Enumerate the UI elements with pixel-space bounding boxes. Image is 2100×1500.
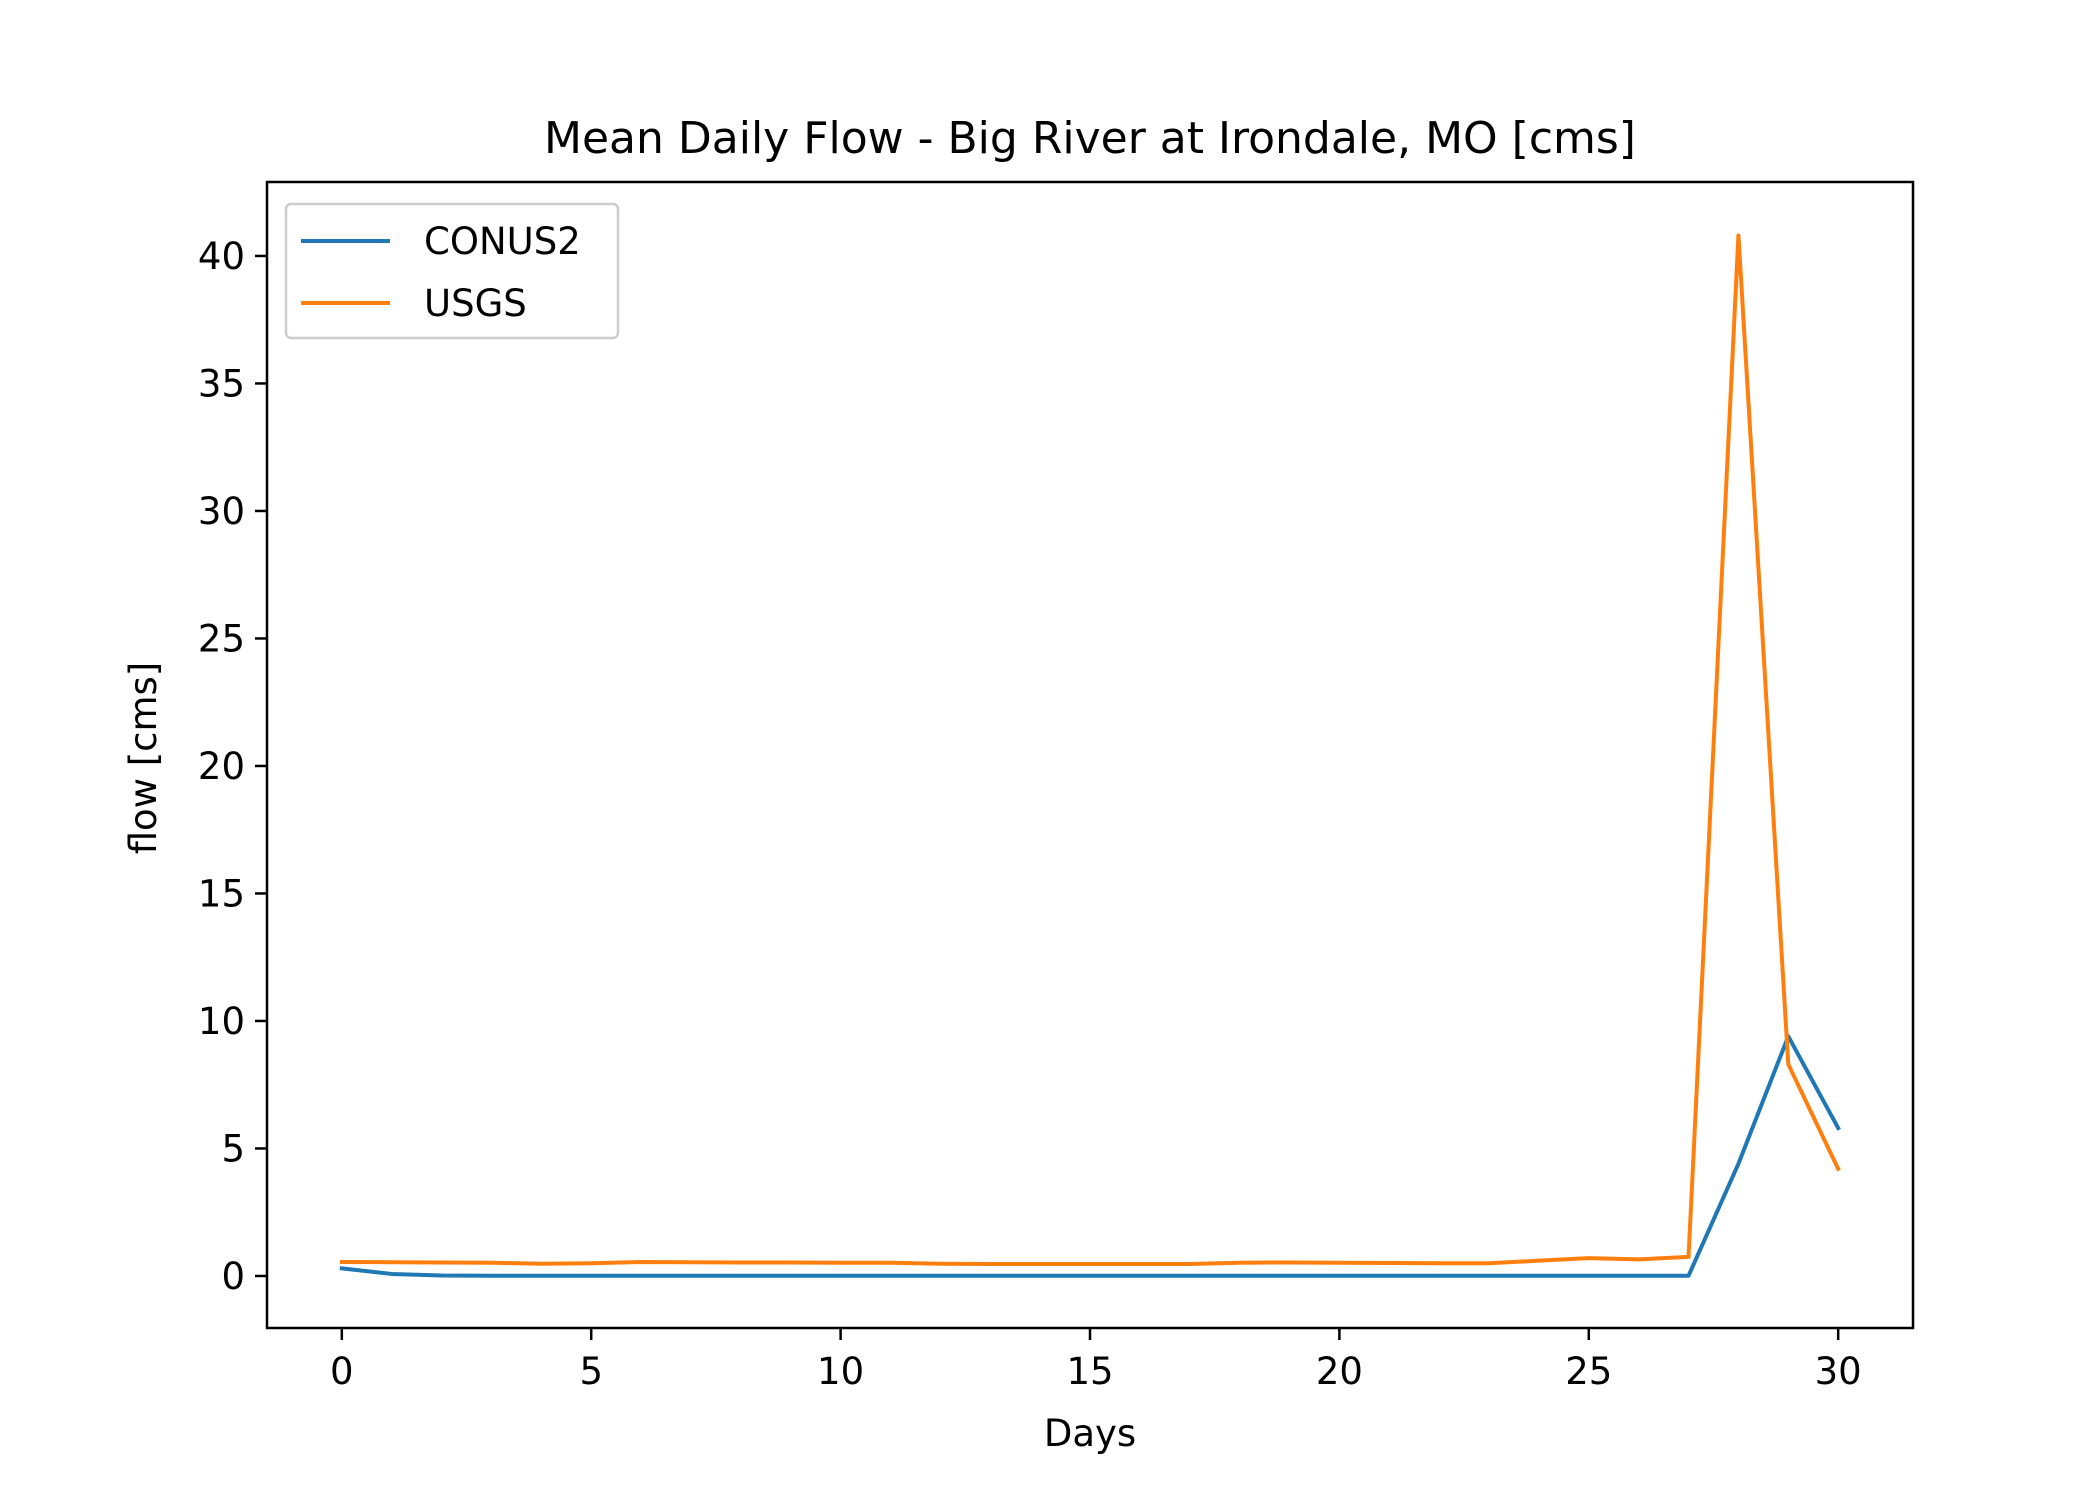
y-tick-label: 15 <box>198 872 245 915</box>
x-tick-label: 20 <box>1316 1350 1363 1393</box>
series-line-conus2 <box>339 1034 1841 1278</box>
y-axis-ticks: 0 5 10 15 20 25 30 35 40 <box>198 235 267 1298</box>
y-tick-label: 40 <box>198 235 245 278</box>
plot-frame <box>265 180 1915 1330</box>
y-tick-label: 10 <box>198 1000 245 1043</box>
x-axis-ticks: 0 5 10 15 20 25 30 <box>330 1328 1862 1393</box>
series-line-usgs <box>339 233 1841 1266</box>
x-tick-label: 0 <box>330 1350 354 1393</box>
x-axis-label: Days <box>1044 1412 1136 1455</box>
x-tick-label: 15 <box>1066 1350 1113 1393</box>
y-tick-label: 30 <box>198 490 245 533</box>
y-tick-label: 35 <box>198 362 245 405</box>
y-axis-label: flow [cms] <box>122 662 165 855</box>
x-tick-label: 30 <box>1815 1350 1862 1393</box>
chart-title: Mean Daily Flow - Big River at Irondale,… <box>544 113 1636 164</box>
x-tick-label: 10 <box>817 1350 864 1393</box>
legend: CONUS2 USGS <box>284 202 620 340</box>
legend-label-conus2: CONUS2 <box>424 220 581 263</box>
y-tick-label: 20 <box>198 745 245 788</box>
x-tick-label: 5 <box>579 1350 603 1393</box>
series-lines <box>339 233 1841 1278</box>
y-tick-label: 0 <box>221 1255 245 1298</box>
y-tick-label: 5 <box>221 1127 245 1170</box>
y-tick-label: 25 <box>198 617 245 660</box>
legend-label-usgs: USGS <box>424 282 527 325</box>
x-tick-label: 25 <box>1565 1350 1612 1393</box>
